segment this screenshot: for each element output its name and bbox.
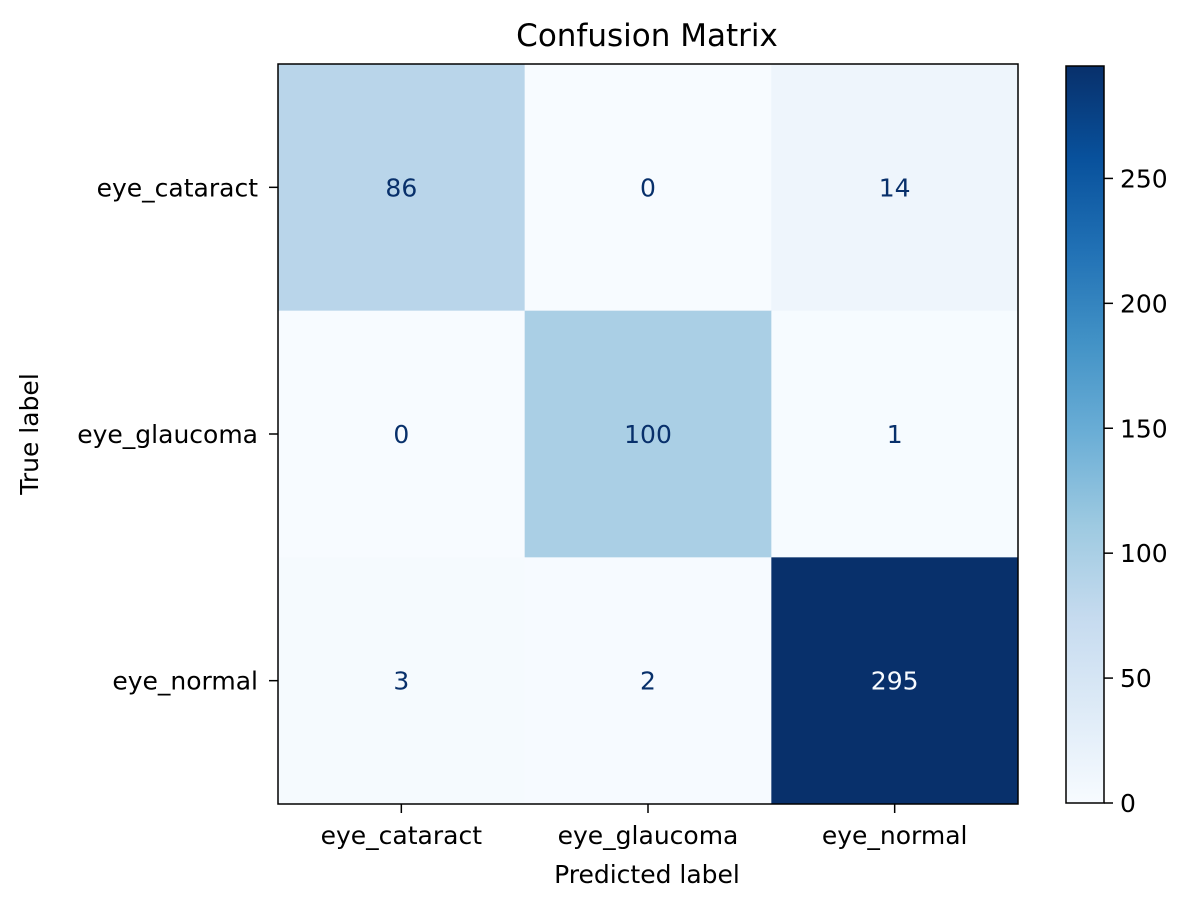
y-axis-ticks: eye_cataract eye_glaucoma eye_normal bbox=[77, 173, 278, 696]
colorbar-tick-label: 100 bbox=[1120, 539, 1168, 568]
colorbar-tick-label: 200 bbox=[1120, 289, 1168, 318]
heatmap-cell bbox=[771, 557, 1019, 805]
cell-value-label: 2 bbox=[640, 667, 656, 696]
heatmap-cell bbox=[771, 310, 1019, 558]
colorbar-tick-label: 150 bbox=[1120, 414, 1168, 443]
heatmap-cell bbox=[278, 64, 526, 312]
cell-value-labels: 86 0 14 0 100 1 3 2 295 bbox=[385, 173, 918, 695]
cell-value-label: 1 bbox=[887, 420, 903, 449]
cell-value-label: 0 bbox=[640, 173, 656, 202]
colorbar-tick-label: 250 bbox=[1120, 164, 1168, 193]
heatmap-cells bbox=[278, 64, 1019, 805]
heatmap-cell bbox=[524, 557, 772, 805]
colorbar bbox=[1065, 65, 1105, 804]
cell-value-label: 0 bbox=[393, 420, 409, 449]
colorbar-tick-label: 0 bbox=[1120, 789, 1136, 818]
cell-value-label: 14 bbox=[879, 173, 911, 202]
cell-value-label: 3 bbox=[393, 667, 409, 696]
colorbar-tick-label: 50 bbox=[1120, 664, 1152, 693]
chart-title: Confusion Matrix bbox=[516, 18, 778, 54]
heatmap-cell bbox=[524, 64, 772, 312]
x-axis-label: Predicted label bbox=[554, 860, 740, 889]
heatmap-cell bbox=[524, 310, 772, 558]
colorbar-ticks: 0 50 100 150 200 250 bbox=[1104, 164, 1168, 818]
heatmap-cell bbox=[771, 64, 1019, 312]
x-tick-label: eye_glaucoma bbox=[558, 821, 739, 850]
x-tick-label: eye_normal bbox=[822, 821, 968, 850]
x-tick-label: eye_cataract bbox=[321, 821, 483, 850]
y-axis-label: True label bbox=[15, 373, 44, 496]
y-tick-label: eye_cataract bbox=[97, 173, 259, 202]
cell-value-label: 295 bbox=[871, 667, 919, 696]
x-axis-ticks: eye_cataract eye_glaucoma eye_normal bbox=[321, 804, 968, 850]
y-tick-label: eye_normal bbox=[112, 667, 258, 696]
cell-value-label: 100 bbox=[624, 420, 672, 449]
heatmap-cell bbox=[278, 557, 526, 805]
heatmap-cell bbox=[278, 310, 526, 558]
cell-value-label: 86 bbox=[385, 173, 417, 202]
y-tick-label: eye_glaucoma bbox=[77, 420, 258, 449]
